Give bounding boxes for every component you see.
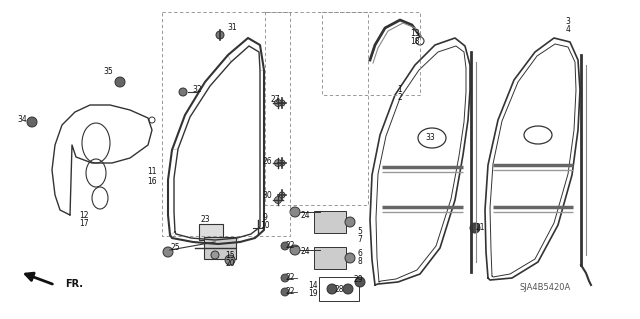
Circle shape	[216, 31, 224, 39]
Text: 29: 29	[353, 276, 363, 285]
Text: 8: 8	[358, 257, 362, 266]
Circle shape	[281, 242, 289, 250]
Text: 22: 22	[285, 241, 295, 250]
Circle shape	[345, 253, 355, 263]
Circle shape	[355, 277, 365, 287]
Text: 24: 24	[300, 248, 310, 256]
Text: 22: 22	[285, 287, 295, 296]
Circle shape	[211, 251, 219, 259]
FancyBboxPatch shape	[314, 211, 346, 233]
FancyBboxPatch shape	[314, 247, 346, 269]
Text: FR.: FR.	[65, 279, 83, 289]
Text: 23: 23	[200, 216, 210, 225]
Text: 17: 17	[79, 219, 89, 228]
Text: 20: 20	[225, 258, 235, 268]
FancyBboxPatch shape	[199, 224, 223, 240]
Text: 13: 13	[410, 29, 420, 39]
Circle shape	[115, 77, 125, 87]
Text: 12: 12	[79, 211, 89, 219]
Text: 24: 24	[300, 211, 310, 220]
Circle shape	[281, 288, 289, 296]
Text: 2: 2	[397, 93, 403, 102]
Circle shape	[279, 192, 285, 198]
Text: 34: 34	[17, 115, 27, 124]
Circle shape	[343, 284, 353, 294]
Circle shape	[225, 255, 235, 265]
Circle shape	[281, 274, 289, 282]
Text: 1: 1	[397, 85, 403, 94]
Text: 14: 14	[308, 280, 318, 290]
Circle shape	[163, 247, 173, 257]
Circle shape	[290, 245, 300, 255]
Circle shape	[179, 88, 187, 96]
Circle shape	[279, 100, 285, 106]
Text: 16: 16	[147, 176, 157, 186]
Text: 18: 18	[410, 38, 420, 47]
Text: SJA4B5420A: SJA4B5420A	[520, 284, 571, 293]
Text: 30: 30	[262, 190, 272, 199]
Text: 5: 5	[358, 227, 362, 236]
Text: 4: 4	[566, 26, 570, 34]
Text: 28: 28	[334, 285, 344, 293]
Circle shape	[275, 160, 282, 167]
Text: 3: 3	[566, 18, 570, 26]
Text: 11: 11	[147, 167, 157, 176]
Text: 15: 15	[225, 250, 235, 259]
Circle shape	[279, 160, 285, 166]
Text: 22: 22	[285, 273, 295, 283]
Text: 7: 7	[358, 235, 362, 244]
Circle shape	[275, 100, 282, 107]
Circle shape	[345, 217, 355, 227]
Circle shape	[275, 197, 282, 204]
Text: 21: 21	[476, 224, 484, 233]
Text: 27: 27	[270, 95, 280, 105]
Text: 10: 10	[260, 221, 270, 231]
Text: 9: 9	[262, 213, 268, 222]
Text: 6: 6	[358, 249, 362, 258]
Text: 31: 31	[227, 24, 237, 33]
Text: 33: 33	[425, 133, 435, 143]
Circle shape	[290, 207, 300, 217]
Text: 35: 35	[103, 68, 113, 77]
Circle shape	[27, 117, 37, 127]
Circle shape	[327, 284, 337, 294]
Circle shape	[470, 223, 480, 233]
Text: 26: 26	[262, 157, 272, 166]
Text: 25: 25	[170, 243, 180, 253]
Text: 32: 32	[192, 85, 202, 94]
FancyBboxPatch shape	[204, 237, 236, 259]
Text: 19: 19	[308, 288, 318, 298]
